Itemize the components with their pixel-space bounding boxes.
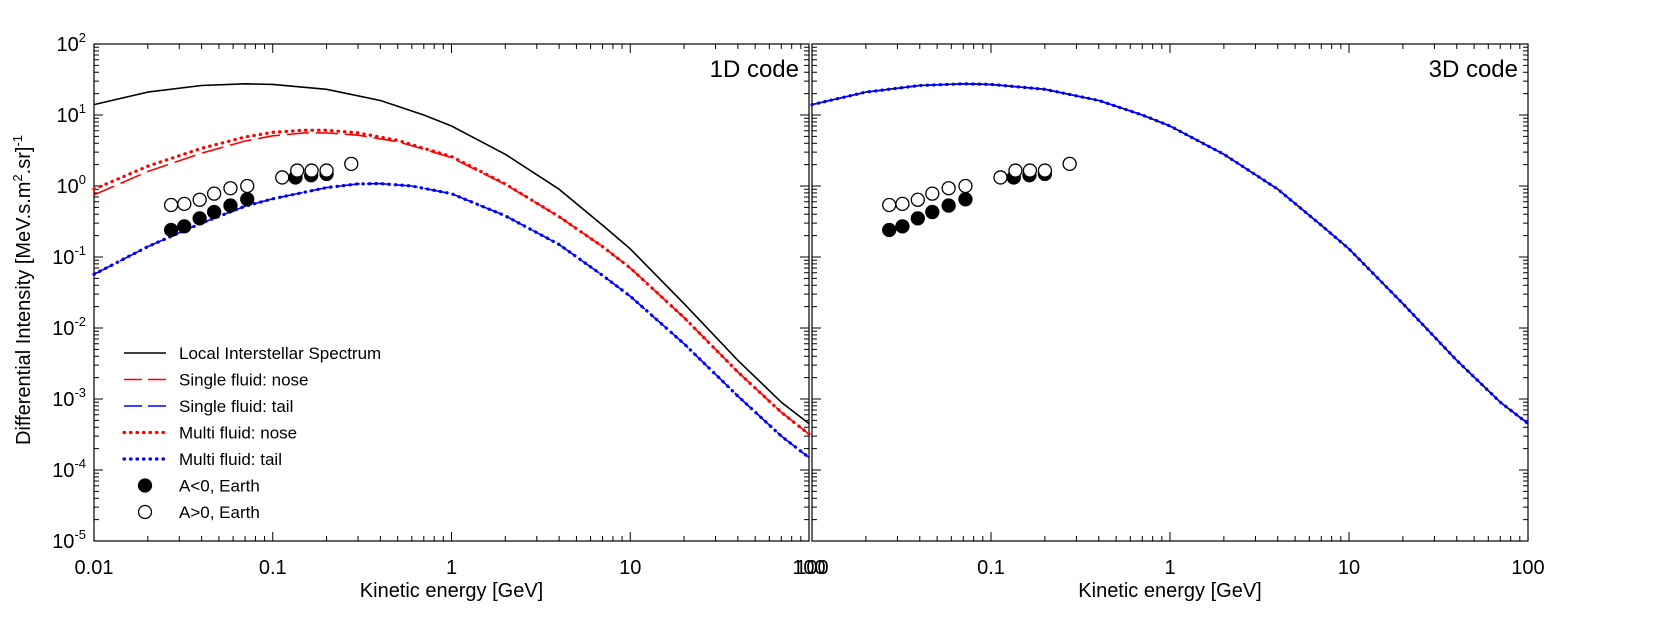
y-axis-label-sup2: -1 <box>10 135 25 147</box>
y-tick-label: 10-3 <box>52 385 86 411</box>
right-point-a-pos-earth <box>910 192 925 207</box>
right-series-multi-fluid-tail <box>810 82 1530 426</box>
y-tick-base: 10 <box>57 34 79 56</box>
right-x-tick-label: 1 <box>1164 557 1175 579</box>
left-series-single-fluid-tail <box>93 182 810 459</box>
right-point-a-neg-earth <box>958 192 973 207</box>
right-point-a-neg-earth <box>895 219 910 234</box>
left-point-a-neg-earth <box>192 211 207 226</box>
left-x-axis-label: Kinetic energy [GeV] <box>360 580 543 602</box>
left-point-a-neg-earth <box>177 219 192 234</box>
right-point-a-pos-earth <box>925 186 940 201</box>
right-x-axis-label: Kinetic energy [GeV] <box>1078 580 1261 602</box>
y-tick-exponent: -1 <box>74 243 86 258</box>
legend-label-multi-fluid-tail: Multi fluid: tail <box>179 450 282 469</box>
right-point-a-pos-earth <box>958 178 973 194</box>
left-point-a-pos-earth <box>223 181 238 196</box>
left-x-tick-label: 0.1 <box>259 557 287 579</box>
y-tick-base: 10 <box>57 105 79 127</box>
y-tick-base: 10 <box>52 389 74 411</box>
y-axis-label-mid: .sr] <box>13 147 35 175</box>
right-series-local-interstellar-spectrum <box>811 83 1529 425</box>
left-point-a-pos-earth <box>304 163 319 178</box>
y-axis-label-sup1: 2 <box>10 174 25 181</box>
legend-swatch-a-0-earth <box>137 478 153 493</box>
right-plot-frame <box>811 43 1529 542</box>
y-tick-exponent: 0 <box>79 172 86 187</box>
y-tick-base: 10 <box>52 531 74 553</box>
left-point-a-pos-earth <box>344 156 359 172</box>
left-x-tick-label: 0.01 <box>75 557 114 579</box>
y-tick-label: 10-1 <box>52 243 86 269</box>
right-point-a-pos-earth <box>941 181 956 196</box>
y-axis-label: Differential Intensity [MeV.s.m2.sr]-1 <box>10 135 35 445</box>
left-point-a-pos-earth <box>177 196 192 212</box>
y-tick-base: 10 <box>57 176 79 198</box>
right-x-tick-label: 10 <box>1338 557 1360 579</box>
y-tick-exponent: -5 <box>74 527 86 542</box>
y-tick-exponent: -4 <box>74 456 86 471</box>
right-point-a-neg-earth <box>882 222 897 238</box>
y-tick-exponent: 1 <box>79 101 86 116</box>
right-point-a-neg-earth <box>941 198 956 213</box>
left-point-a-neg-earth <box>206 204 222 220</box>
left-series-single-fluid-nose <box>93 132 810 435</box>
right-point-a-pos-earth <box>1022 163 1038 178</box>
y-tick-exponent: -3 <box>74 385 86 400</box>
y-tick-label: 100 <box>57 172 86 198</box>
left-x-tick-label: 1 <box>446 557 457 579</box>
left-point-a-pos-earth <box>240 178 255 194</box>
right-point-a-neg-earth <box>910 211 925 226</box>
right-point-a-pos-earth <box>1008 163 1023 178</box>
y-tick-base: 10 <box>52 247 74 269</box>
legend-label-single-fluid-nose: Single fluid: nose <box>179 371 308 390</box>
panel-3d-code: 100 0.1 1 10 100 Kinetic energy [GeV] 3D code <box>795 43 1545 602</box>
left-point-a-pos-earth <box>192 192 207 207</box>
right-point-a-pos-earth <box>895 196 910 212</box>
right-point-a-pos-earth <box>882 197 897 213</box>
right-point-a-pos-earth <box>1062 156 1077 172</box>
legend-label-a-0-earth: A<0, Earth <box>179 477 260 496</box>
right-series-single-fluid-tail <box>811 83 1529 425</box>
right-point-a-pos-earth <box>1037 163 1053 178</box>
left-point-a-pos-earth <box>275 170 290 185</box>
y-axis-label-main: Differential Intensity [MeV.s.m <box>13 182 35 445</box>
left-x-tick-label: 10 <box>619 557 641 579</box>
left-series-local-interstellar-spectrum <box>93 83 810 425</box>
left-point-a-neg-earth <box>163 222 179 238</box>
legend-label-local-interstellar-spectrum: Local Interstellar Spectrum <box>179 344 381 363</box>
y-tick-base: 10 <box>52 460 74 482</box>
y-tick-base: 10 <box>52 318 74 340</box>
right-x-tick-label: 0.1 <box>977 557 1005 579</box>
left-point-a-pos-earth <box>290 163 305 178</box>
right-x-tick-label: 100 <box>795 557 828 579</box>
left-panel-title: 1D code <box>710 56 799 83</box>
left-point-a-pos-earth <box>163 197 179 213</box>
left-point-a-neg-earth <box>223 198 238 213</box>
right-point-a-neg-earth <box>925 204 940 220</box>
legend: Local Interstellar Spectrum Single fluid:… <box>122 344 381 522</box>
legend-label-multi-fluid-nose: Multi fluid: nose <box>179 424 297 443</box>
legend-label-a-0-earth: A>0, Earth <box>179 503 260 522</box>
right-point-a-pos-earth <box>993 170 1008 185</box>
y-tick-exponent: -2 <box>74 314 86 329</box>
left-x-tick-label: 100 <box>792 557 825 579</box>
y-tick-label: 10-2 <box>52 314 86 340</box>
legend-label-single-fluid-tail: Single fluid: tail <box>179 397 293 416</box>
right-panel-title: 3D code <box>1429 56 1518 83</box>
y-tick-label: 102 <box>57 30 86 56</box>
y-tick-label: 10-4 <box>52 456 86 482</box>
y-tick-exponent: 2 <box>79 30 86 45</box>
legend-swatch-a-0-earth <box>137 504 153 520</box>
y-tick-label: 10-5 <box>52 527 86 553</box>
right-x-tick-label: 100 <box>1511 557 1544 579</box>
left-point-a-pos-earth <box>206 186 222 201</box>
left-point-a-pos-earth <box>319 163 334 178</box>
left-point-a-neg-earth <box>240 192 255 207</box>
y-tick-label: 101 <box>57 101 86 127</box>
